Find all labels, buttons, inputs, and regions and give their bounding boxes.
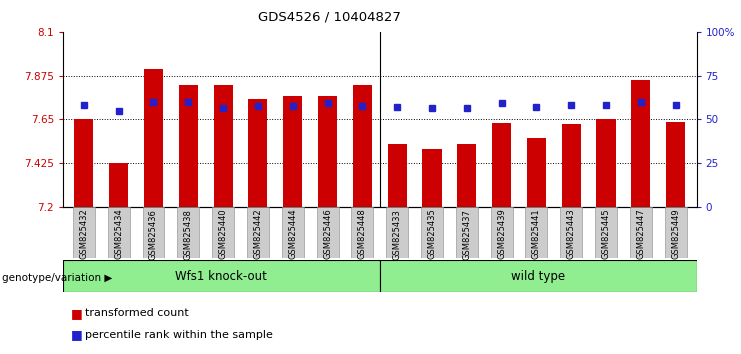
Text: GSM825444: GSM825444 <box>288 209 297 259</box>
Bar <box>597 119 616 207</box>
Text: Wfs1 knock-out: Wfs1 knock-out <box>176 270 268 282</box>
Text: ■: ■ <box>70 328 82 341</box>
FancyBboxPatch shape <box>665 207 687 258</box>
Bar <box>379 260 697 292</box>
Text: GSM825434: GSM825434 <box>114 209 123 259</box>
Text: GSM825442: GSM825442 <box>253 209 262 259</box>
Text: GSM825441: GSM825441 <box>532 209 541 259</box>
Text: GSM825439: GSM825439 <box>497 209 506 259</box>
FancyBboxPatch shape <box>351 207 373 258</box>
FancyBboxPatch shape <box>595 207 617 258</box>
Text: GSM825440: GSM825440 <box>219 209 227 259</box>
Bar <box>562 124 581 207</box>
FancyBboxPatch shape <box>491 207 513 258</box>
Bar <box>63 260 379 292</box>
FancyBboxPatch shape <box>107 207 130 258</box>
Bar <box>74 119 93 207</box>
Bar <box>109 163 128 207</box>
FancyBboxPatch shape <box>386 207 408 258</box>
Text: GSM825447: GSM825447 <box>637 209 645 259</box>
FancyBboxPatch shape <box>630 207 652 258</box>
Bar <box>318 96 337 207</box>
Bar <box>248 99 268 207</box>
Bar <box>388 144 407 207</box>
Bar <box>666 122 685 207</box>
FancyBboxPatch shape <box>316 207 339 258</box>
Bar <box>422 149 442 207</box>
FancyBboxPatch shape <box>282 207 304 258</box>
Text: GSM825435: GSM825435 <box>428 209 436 259</box>
Bar <box>527 138 546 207</box>
Bar <box>283 96 302 207</box>
FancyBboxPatch shape <box>456 207 478 258</box>
Text: percentile rank within the sample: percentile rank within the sample <box>85 330 273 339</box>
Text: GSM825438: GSM825438 <box>184 209 193 259</box>
FancyBboxPatch shape <box>560 207 582 258</box>
FancyBboxPatch shape <box>247 207 269 258</box>
FancyBboxPatch shape <box>525 207 548 258</box>
Bar <box>353 85 372 207</box>
FancyBboxPatch shape <box>142 207 165 258</box>
Bar <box>492 123 511 207</box>
Text: GSM825432: GSM825432 <box>79 209 88 259</box>
FancyBboxPatch shape <box>421 207 443 258</box>
Bar <box>213 85 233 207</box>
Text: GSM825448: GSM825448 <box>358 209 367 259</box>
Text: GSM825436: GSM825436 <box>149 209 158 259</box>
Text: transformed count: transformed count <box>85 308 189 318</box>
Bar <box>144 69 163 207</box>
Text: GSM825437: GSM825437 <box>462 209 471 259</box>
Bar <box>457 144 476 207</box>
Bar <box>631 80 651 207</box>
Text: GDS4526 / 10404827: GDS4526 / 10404827 <box>258 11 401 24</box>
FancyBboxPatch shape <box>73 207 95 258</box>
Text: GSM825443: GSM825443 <box>567 209 576 259</box>
Text: GSM825445: GSM825445 <box>602 209 611 259</box>
Text: wild type: wild type <box>511 270 565 282</box>
Text: GSM825446: GSM825446 <box>323 209 332 259</box>
Bar <box>179 85 198 207</box>
Text: ■: ■ <box>70 307 82 320</box>
Text: GSM825449: GSM825449 <box>671 209 680 259</box>
Text: GSM825433: GSM825433 <box>393 209 402 259</box>
Text: genotype/variation ▶: genotype/variation ▶ <box>2 273 113 283</box>
FancyBboxPatch shape <box>212 207 234 258</box>
FancyBboxPatch shape <box>177 207 199 258</box>
